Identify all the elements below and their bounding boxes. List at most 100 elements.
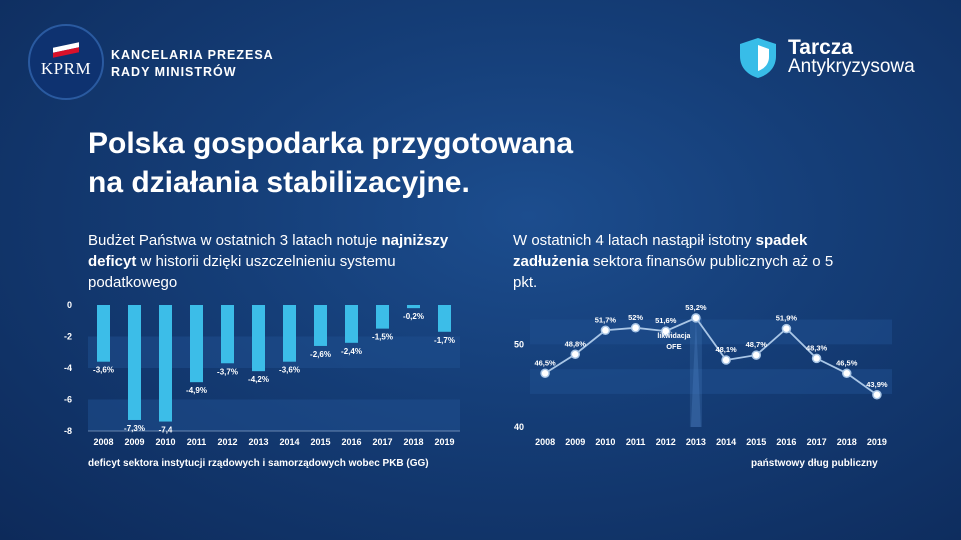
x-tick-label: 2013	[248, 437, 268, 447]
point-data-label: 48,8%	[565, 339, 587, 348]
grid-band	[88, 399, 460, 431]
polish-flag-icon	[53, 42, 79, 58]
ofe-highlight	[690, 317, 701, 427]
bar-data-label: -3,6%	[279, 366, 300, 375]
point-data-label: 51,7%	[595, 315, 617, 324]
x-tick-label: 2017	[372, 437, 392, 447]
bar-data-label: -1,7%	[434, 336, 455, 345]
bar-2016	[345, 305, 358, 343]
org-name-line1: KANCELARIA PREZESA	[111, 48, 274, 62]
right-desc-bold: spadek zadłużenia	[513, 232, 808, 270]
data-point-2016	[781, 323, 792, 334]
left-desc-bold: najniższy deficyt	[88, 232, 449, 270]
bar-2012	[221, 305, 234, 364]
grid-band	[530, 369, 892, 394]
point-data-label: 48,7%	[746, 340, 768, 349]
bar-2011	[190, 305, 203, 383]
bar-data-label: -2,6%	[310, 350, 331, 359]
x-tick-label: 2017	[807, 437, 827, 447]
bar-2017	[376, 305, 389, 329]
data-point-2012	[661, 326, 671, 336]
page-title: Polska gospodarka przygotowana na działa…	[88, 124, 573, 202]
x-tick-label: 2014	[716, 437, 736, 447]
bar-data-label: -7,4	[159, 426, 173, 435]
point-data-label: 48,1%	[715, 345, 737, 354]
shield-icon	[740, 38, 776, 78]
ofe-annotation-line1: likwidacja	[657, 333, 690, 340]
data-point-2018	[842, 368, 852, 379]
brand-line1: Tarcza	[788, 36, 853, 59]
bar-data-label: -2,4%	[341, 347, 362, 356]
page-title-line2: na działania stabilizacyjne.	[88, 166, 470, 199]
bar-data-label: -1,5%	[372, 333, 393, 342]
x-tick-label: 2010	[595, 437, 615, 447]
x-tick-label: 2008	[535, 437, 555, 447]
x-tick-label: 2016	[341, 437, 361, 447]
left-chart-caption: deficyt sektora instytucji rządowych i s…	[88, 458, 429, 469]
organization-name: KANCELARIA PREZESA RADY MINISTRÓW	[111, 47, 274, 81]
brand-name: Tarcza Antykryzysowa	[788, 36, 915, 77]
data-point-2009	[570, 349, 580, 360]
data-point-2017	[811, 353, 822, 364]
point-data-label: 52%	[628, 313, 643, 322]
left-description: Budżet Państwa w ostatnich 3 latach notu…	[88, 230, 488, 293]
data-point-2014	[721, 355, 731, 365]
bar-data-label: -3,7%	[217, 367, 238, 376]
x-tick-label: 2015	[746, 437, 766, 447]
ofe-annotation-line2: OFE	[666, 342, 681, 351]
point-data-label: 46,5%	[836, 358, 858, 367]
data-point-2015	[751, 350, 761, 360]
data-point-2011	[630, 323, 641, 333]
bar-2015	[314, 305, 327, 346]
x-tick-label: 2019	[434, 437, 454, 447]
bar-2019	[438, 305, 451, 332]
y-tick-label: 50	[514, 339, 524, 349]
x-tick-label: 2011	[187, 437, 207, 447]
page-title-line1: Polska gospodarka przygotowana	[88, 127, 574, 160]
y-tick-label: 0	[67, 300, 72, 310]
x-tick-label: 2012	[217, 437, 237, 447]
grid-band	[88, 336, 460, 368]
right-chart-caption: państwowy dług publiczny	[751, 458, 878, 469]
debt-series-line	[544, 316, 878, 396]
bar-2018	[407, 305, 420, 309]
left-desc-part2: w historii dzięki uszczelnieniu systemu …	[88, 253, 396, 291]
bar-2013	[252, 305, 265, 372]
bar-2014	[283, 305, 296, 362]
right-desc-part2: sektora finansów publicznych aż o 5 pkt.	[513, 253, 834, 291]
x-tick-label: 2014	[279, 437, 299, 447]
bar-2009	[128, 305, 141, 420]
bar-data-label: -7,3%	[124, 424, 145, 433]
x-tick-label: 2015	[310, 437, 330, 447]
x-tick-label: 2013	[686, 437, 706, 447]
point-data-label: 48,3%	[806, 343, 828, 352]
ofe-column	[689, 317, 702, 427]
brand-line2: Antykryzysowa	[788, 56, 915, 77]
point-data-label: 51,6%	[655, 316, 677, 325]
bar-2010	[159, 305, 172, 422]
right-description: W ostatnich 4 latach nastąpił istotny sp…	[513, 230, 853, 293]
org-name-line2: RADY MINISTRÓW	[111, 65, 237, 79]
y-tick-label: -6	[64, 395, 72, 405]
debt-line-chart: 40 50 46,5% 2008 48,8% 2009 51,7% 2010 52% 2011 51…	[514, 303, 892, 447]
bar-data-label: -4,9%	[186, 386, 207, 395]
deficit-bar-chart: 0 -2 -4 -6 -8 -3,6% 2008 -7,3% 2009 -7,4 2010 -4,9%…	[64, 300, 460, 447]
x-tick-label: 2012	[656, 437, 676, 447]
x-tick-label: 2009	[565, 437, 585, 447]
x-tick-label: 2018	[403, 437, 423, 447]
point-data-label: 53,2%	[685, 303, 707, 312]
data-point-2019	[872, 390, 882, 400]
y-tick-label: -8	[64, 426, 72, 436]
right-desc-part1: W ostatnich 4 latach nastąpił istotny	[513, 232, 756, 249]
bar-data-label: -3,6%	[93, 366, 114, 375]
x-tick-label: 2009	[124, 437, 144, 447]
data-point-2013	[691, 313, 701, 323]
bar-2008	[97, 305, 110, 362]
x-tick-label: 2011	[626, 437, 646, 447]
data-point-2010	[600, 325, 611, 336]
left-desc-part1: Budżet Państwa w ostatnich 3 latach notu…	[88, 232, 382, 249]
y-tick-label: 40	[514, 422, 524, 432]
point-data-label: 43,9%	[866, 380, 888, 389]
x-tick-label: 2016	[776, 437, 796, 447]
logo-text: KPRM	[40, 59, 92, 78]
